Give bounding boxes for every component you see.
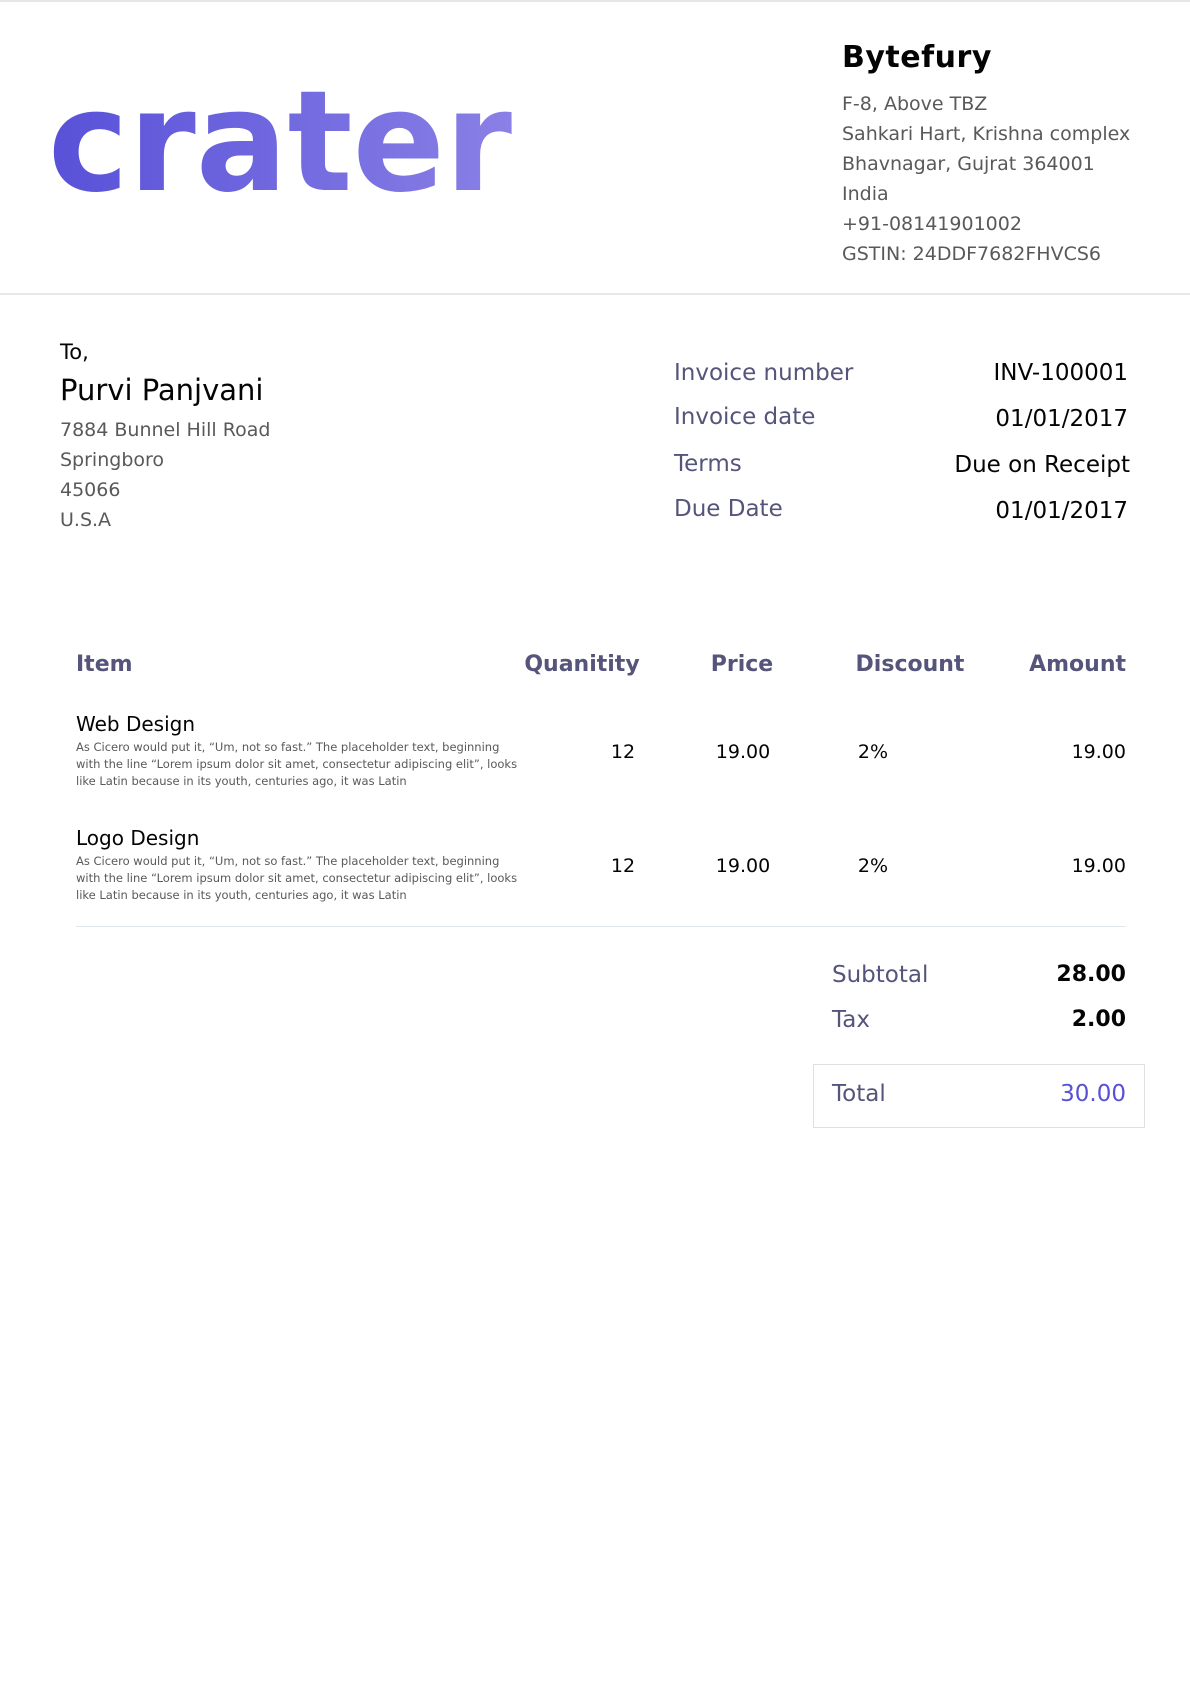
subtotal-label: Subtotal (832, 962, 929, 988)
item-quantity: 12 (610, 855, 636, 877)
total-label: Total (832, 1081, 886, 1107)
item-amount: 19.00 (1071, 855, 1126, 877)
company-phone: +91-08141901002 (842, 213, 1022, 235)
invoice-date-label: Invoice date (674, 404, 816, 430)
customer-address-line: 7884 Bunnel Hill Road (60, 419, 271, 441)
customer-address-line: Springboro (60, 449, 165, 471)
crater-logo: crater (48, 70, 512, 210)
customer-address-line: U.S.A (60, 509, 112, 531)
to-label: To, (60, 340, 89, 364)
company-address-line: Sahkari Hart, Krishna complex (842, 123, 1131, 145)
top-border (0, 0, 1190, 2)
company-address-line: F-8, Above TBZ (842, 93, 988, 115)
company-address-line: India (842, 183, 889, 205)
item-discount: 2% (857, 855, 889, 877)
item-price: 19.00 (715, 741, 771, 763)
item-amount: 19.00 (1071, 741, 1126, 763)
subtotal-value: 28.00 (1056, 962, 1126, 987)
header-discount: Discount (855, 652, 965, 677)
header-quantity: Quanitity (524, 652, 640, 677)
table-divider (76, 926, 1126, 927)
item-price: 19.00 (715, 855, 771, 877)
terms-value: Due on Receipt (954, 452, 1130, 478)
item-quantity: 12 (610, 741, 636, 763)
due-date-value: 01/01/2017 (995, 498, 1128, 524)
item-description: As Cicero would put it, “Um, not so fast… (76, 854, 518, 902)
item-title: Logo Design (76, 826, 200, 850)
invoice-date-value: 01/01/2017 (995, 406, 1128, 432)
due-date-label: Due Date (674, 496, 783, 522)
tax-value: 2.00 (1071, 1007, 1126, 1032)
header-divider (0, 293, 1190, 295)
company-address-line: Bhavnagar, Gujrat 364001 (842, 153, 1095, 175)
invoice-number-value: INV-100001 (993, 360, 1128, 386)
invoice-number-label: Invoice number (674, 360, 854, 386)
total-value: 30.00 (1060, 1081, 1126, 1107)
customer-name: Purvi Panjvani (60, 373, 264, 407)
company-gstin: GSTIN: 24DDF7682FHVCS6 (842, 243, 1101, 265)
customer-address-line: 45066 (60, 479, 121, 501)
header-amount: Amount (1029, 652, 1126, 677)
company-name: Bytefury (842, 40, 992, 75)
svg-text:crater: crater (48, 70, 512, 210)
total-box (813, 1064, 1145, 1128)
item-discount: 2% (857, 741, 889, 763)
item-title: Web Design (76, 712, 196, 736)
header-item: Item (76, 652, 133, 677)
terms-label: Terms (674, 451, 742, 477)
header-price: Price (710, 652, 774, 677)
item-description: As Cicero would put it, “Um, not so fast… (76, 740, 518, 788)
tax-label: Tax (832, 1007, 870, 1033)
